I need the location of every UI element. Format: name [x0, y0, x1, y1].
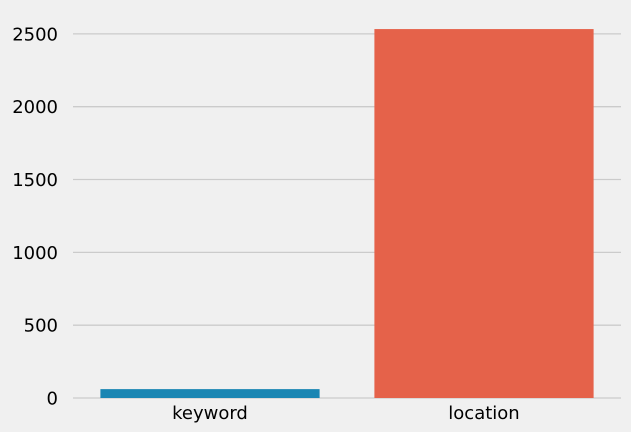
y-tick-label-2500: 2500	[12, 24, 58, 45]
y-tick-label-1000: 1000	[12, 243, 58, 264]
y-tick-label-500: 500	[24, 316, 58, 337]
bar-location	[374, 29, 594, 399]
y-tick-label-0: 0	[47, 389, 58, 410]
x-tick-label-keyword: keyword	[172, 403, 248, 424]
y-axis-ticks: 0 500 1000 1500 2000 2500	[12, 24, 58, 409]
y-tick-label-1500: 1500	[12, 170, 58, 191]
x-tick-label-location: location	[448, 403, 519, 424]
bars	[100, 29, 594, 399]
bar-keyword	[100, 389, 320, 398]
y-tick-label-2000: 2000	[12, 97, 58, 118]
x-axis-ticks: keyword location	[172, 403, 520, 424]
